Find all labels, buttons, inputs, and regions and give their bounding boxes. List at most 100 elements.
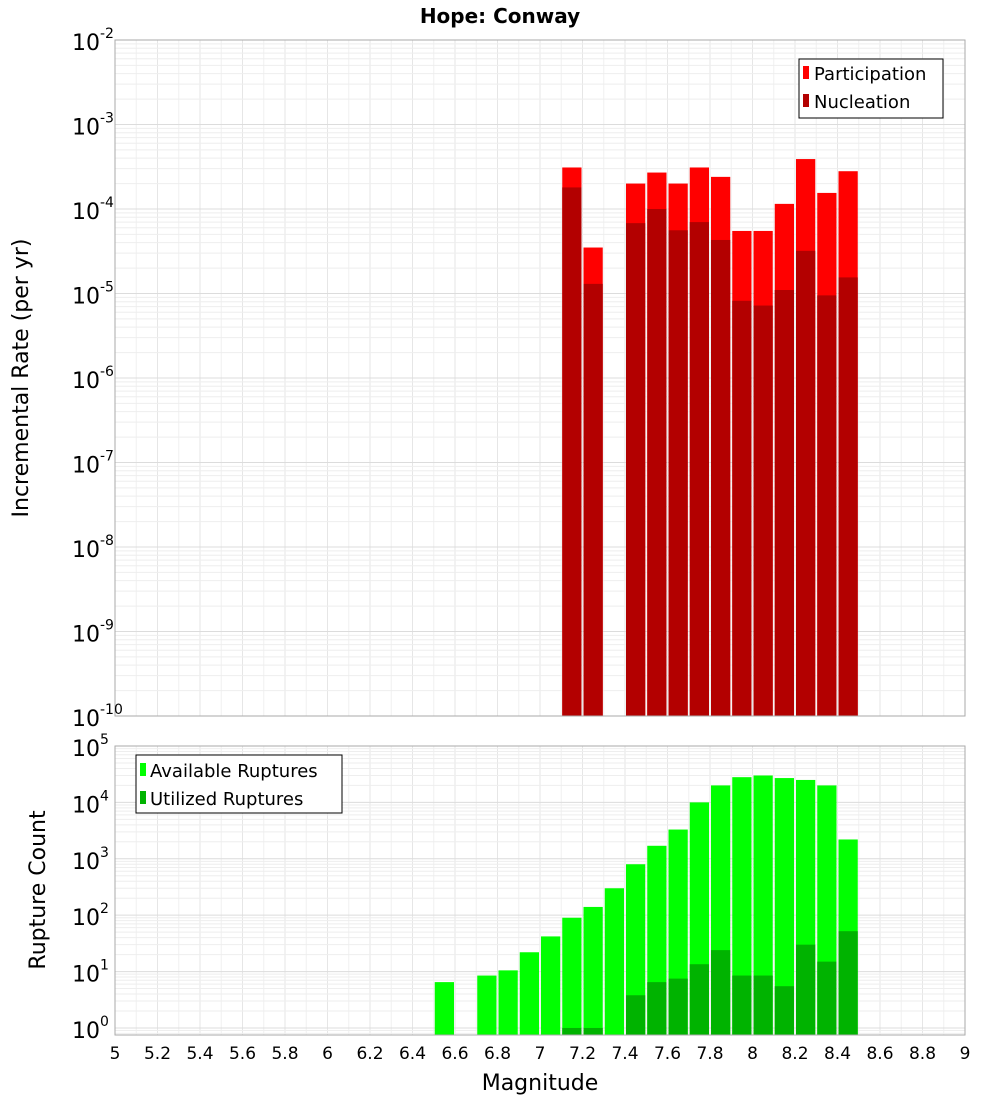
bottom-y-axis-label: Rupture Count xyxy=(26,810,51,970)
top-y-tick-base: 10 xyxy=(72,707,100,732)
legend-label-nucleation: Nucleation xyxy=(814,92,910,113)
x-tick-label: 8 xyxy=(747,1044,758,1064)
top-y-tick-base: 10 xyxy=(72,369,100,394)
top-bar-nucleation xyxy=(668,230,688,716)
top-bar-nucleation xyxy=(838,277,858,716)
legend-label-utilized-ruptures: Utilized Ruptures xyxy=(150,789,303,810)
top-y-axis-label: Incremental Rate (per yr) xyxy=(9,239,34,518)
top-plot-frame xyxy=(114,39,966,717)
legend-swatch-utilized-ruptures xyxy=(140,791,146,804)
bottom-y-tick-exponent: 3 xyxy=(100,845,109,861)
top-bar-nucleation xyxy=(562,187,582,717)
top-y-tick-exponent: -10 xyxy=(100,702,123,718)
bottom-bar-available-ruptures xyxy=(626,864,646,1035)
bottom-y-tick-base: 10 xyxy=(72,850,100,875)
bottom-bar-utilized-ruptures xyxy=(647,982,667,1035)
bottom-y-tick-base: 10 xyxy=(72,793,100,818)
bottom-bar-utilized-ruptures xyxy=(796,944,816,1035)
x-tick-label: 7 xyxy=(535,1044,546,1064)
bottom-bar-utilized-ruptures xyxy=(838,931,858,1035)
bottom-bar-utilized-ruptures xyxy=(562,1027,582,1035)
x-axis-label: Magnitude xyxy=(482,1071,599,1096)
top-y-tick-exponent: -9 xyxy=(100,618,114,634)
top-plot-bars xyxy=(562,159,858,717)
bottom-y-tick-base: 10 xyxy=(72,1019,100,1044)
bottom-bar-utilized-ruptures xyxy=(732,975,752,1035)
top-y-tick-exponent: -5 xyxy=(100,280,114,296)
x-tick-label: 8.6 xyxy=(866,1044,893,1064)
bottom-bar-utilized-ruptures xyxy=(774,986,794,1035)
bottom-bar-available-ruptures xyxy=(541,936,561,1035)
bottom-bar-available-ruptures xyxy=(583,906,603,1035)
x-tick-label: 6.8 xyxy=(484,1044,511,1064)
bottom-bar-utilized-ruptures xyxy=(711,950,731,1035)
x-tick-label: 7.2 xyxy=(569,1044,596,1064)
bottom-bar-available-ruptures xyxy=(477,975,497,1035)
bottom-legend-box xyxy=(135,754,343,814)
bottom-bar-available-ruptures xyxy=(732,777,752,1035)
bottom-y-tick-exponent: 4 xyxy=(100,788,109,804)
bottom-plot-frame xyxy=(114,745,966,1036)
bottom-plot-bars xyxy=(434,775,858,1035)
top-y-tick-exponent: -3 xyxy=(100,111,114,127)
bottom-bar-utilized-ruptures xyxy=(817,961,837,1035)
top-y-tick-exponent: -2 xyxy=(100,26,114,42)
x-tick-label: 8.8 xyxy=(909,1044,936,1064)
x-tick-label: 9 xyxy=(960,1044,971,1064)
x-tick-label: 8.2 xyxy=(781,1044,808,1064)
top-bar-nucleation xyxy=(711,239,731,716)
top-legend-box xyxy=(798,58,944,119)
x-tick-label: 7.8 xyxy=(696,1044,723,1064)
bottom-bar-available-ruptures xyxy=(753,775,773,1035)
top-y-tick-base: 10 xyxy=(72,285,100,310)
bottom-bar-utilized-ruptures xyxy=(753,975,773,1035)
top-y-tick-exponent: -6 xyxy=(100,364,114,380)
bottom-y-tick-base: 10 xyxy=(72,963,100,988)
top-bar-nucleation xyxy=(817,295,837,716)
bottom-bar-utilized-ruptures xyxy=(689,964,709,1035)
legend-label-available-ruptures: Available Ruptures xyxy=(150,761,318,782)
top-bar-nucleation xyxy=(689,222,709,716)
top-bar-nucleation xyxy=(774,290,794,716)
bottom-bar-utilized-ruptures xyxy=(626,995,646,1035)
legend-swatch-available-ruptures xyxy=(140,763,146,776)
top-y-tick-exponent: -7 xyxy=(100,449,114,465)
bottom-bar-available-ruptures xyxy=(774,778,794,1035)
legend-label-participation: Participation xyxy=(814,64,926,85)
top-y-tick-base: 10 xyxy=(72,538,100,563)
x-tick-label: 6.2 xyxy=(356,1044,383,1064)
top-y-tick-labels: 10-210-310-410-510-610-710-810-910-10 xyxy=(72,26,123,732)
legend-swatch-participation xyxy=(803,66,809,79)
top-y-tick-exponent: -8 xyxy=(100,533,114,549)
bottom-y-tick-base: 10 xyxy=(72,737,100,762)
bottom-y-tick-base: 10 xyxy=(72,906,100,931)
x-tick-label: 5 xyxy=(110,1044,121,1064)
top-bar-nucleation xyxy=(647,209,667,716)
bottom-y-tick-exponent: 2 xyxy=(100,901,109,917)
bottom-bar-available-ruptures xyxy=(562,917,582,1035)
top-bar-nucleation xyxy=(753,305,773,716)
x-tick-label: 6 xyxy=(322,1044,333,1064)
top-legend: Participation Nucleation xyxy=(798,58,944,119)
top-y-tick-base: 10 xyxy=(72,454,100,479)
bottom-legend: Available Ruptures Utilized Ruptures xyxy=(135,754,343,814)
top-y-tick-base: 10 xyxy=(72,623,100,648)
x-tick-label: 5.4 xyxy=(186,1044,213,1064)
bottom-bar-available-ruptures xyxy=(498,970,518,1035)
top-bar-nucleation xyxy=(732,300,752,716)
bottom-bar-available-ruptures xyxy=(519,952,539,1035)
x-tick-label: 7.4 xyxy=(611,1044,638,1064)
x-tick-labels: 5 5.2 5.4 5.6 5.8 6 6.2 6.4 6.6 6.8 7 7.2 7.4 7.6 7.8 8… xyxy=(110,1044,971,1064)
x-tick-label: 6.6 xyxy=(441,1044,468,1064)
x-tick-label: 8.4 xyxy=(824,1044,851,1064)
bottom-bar-available-ruptures xyxy=(604,888,624,1035)
top-y-tick-base: 10 xyxy=(72,116,100,141)
top-bar-nucleation xyxy=(626,223,646,716)
x-tick-label: 5.8 xyxy=(271,1044,298,1064)
top-bar-nucleation xyxy=(583,283,603,716)
top-bar-nucleation xyxy=(796,250,816,716)
x-tick-label: 6.4 xyxy=(399,1044,426,1064)
bottom-bar-utilized-ruptures xyxy=(668,978,688,1035)
